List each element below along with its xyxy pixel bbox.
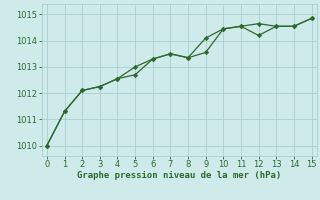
X-axis label: Graphe pression niveau de la mer (hPa): Graphe pression niveau de la mer (hPa) bbox=[77, 171, 281, 180]
